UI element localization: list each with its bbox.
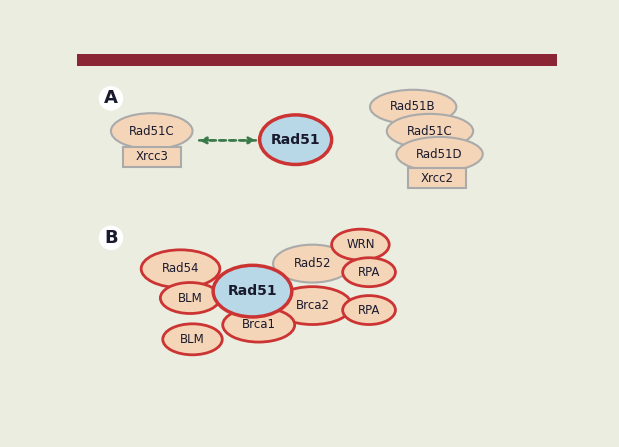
Ellipse shape xyxy=(343,295,396,325)
Ellipse shape xyxy=(160,283,220,313)
FancyBboxPatch shape xyxy=(123,147,181,167)
Ellipse shape xyxy=(273,287,352,325)
Text: Brca2: Brca2 xyxy=(295,299,329,312)
Ellipse shape xyxy=(387,114,473,148)
Text: Rad54: Rad54 xyxy=(162,262,199,275)
Text: RPA: RPA xyxy=(358,304,380,316)
Text: Brca1: Brca1 xyxy=(241,318,275,331)
Ellipse shape xyxy=(332,229,389,260)
Ellipse shape xyxy=(223,308,295,342)
Text: Rad51B: Rad51B xyxy=(391,101,436,114)
Text: RPA: RPA xyxy=(358,266,380,278)
Ellipse shape xyxy=(259,115,332,164)
Ellipse shape xyxy=(213,266,292,317)
Ellipse shape xyxy=(141,250,220,288)
Ellipse shape xyxy=(111,113,193,149)
Text: WRN: WRN xyxy=(346,238,374,251)
Text: Rad51D: Rad51D xyxy=(416,148,463,160)
Ellipse shape xyxy=(343,258,396,287)
FancyBboxPatch shape xyxy=(408,168,466,188)
Text: BLM: BLM xyxy=(180,333,205,346)
Text: BLM: BLM xyxy=(178,291,202,304)
Text: Rad51: Rad51 xyxy=(271,133,321,147)
Text: B: B xyxy=(104,229,118,247)
Text: A: A xyxy=(104,89,118,107)
Ellipse shape xyxy=(396,137,483,171)
Text: Xrcc2: Xrcc2 xyxy=(421,172,454,185)
Ellipse shape xyxy=(370,90,456,124)
Text: Xrcc3: Xrcc3 xyxy=(136,150,168,164)
Text: Rad51C: Rad51C xyxy=(129,125,175,138)
Ellipse shape xyxy=(163,324,222,355)
Bar xyxy=(77,54,557,66)
Text: Rad51: Rad51 xyxy=(228,284,277,298)
Ellipse shape xyxy=(273,245,352,283)
Text: Rad52: Rad52 xyxy=(293,257,331,270)
Text: Rad51C: Rad51C xyxy=(407,125,453,138)
